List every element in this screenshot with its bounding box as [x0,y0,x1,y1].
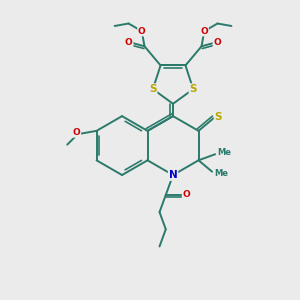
Text: O: O [138,27,146,36]
Text: Me: Me [214,169,228,178]
Text: S: S [189,84,197,94]
Text: N: N [169,170,177,180]
Text: O: O [200,27,208,36]
Text: O: O [213,38,221,46]
Text: O: O [125,38,133,46]
Text: S: S [149,84,157,94]
Text: O: O [73,128,80,137]
Text: Me: Me [218,148,232,157]
Text: S: S [214,112,222,122]
Text: O: O [182,190,190,199]
